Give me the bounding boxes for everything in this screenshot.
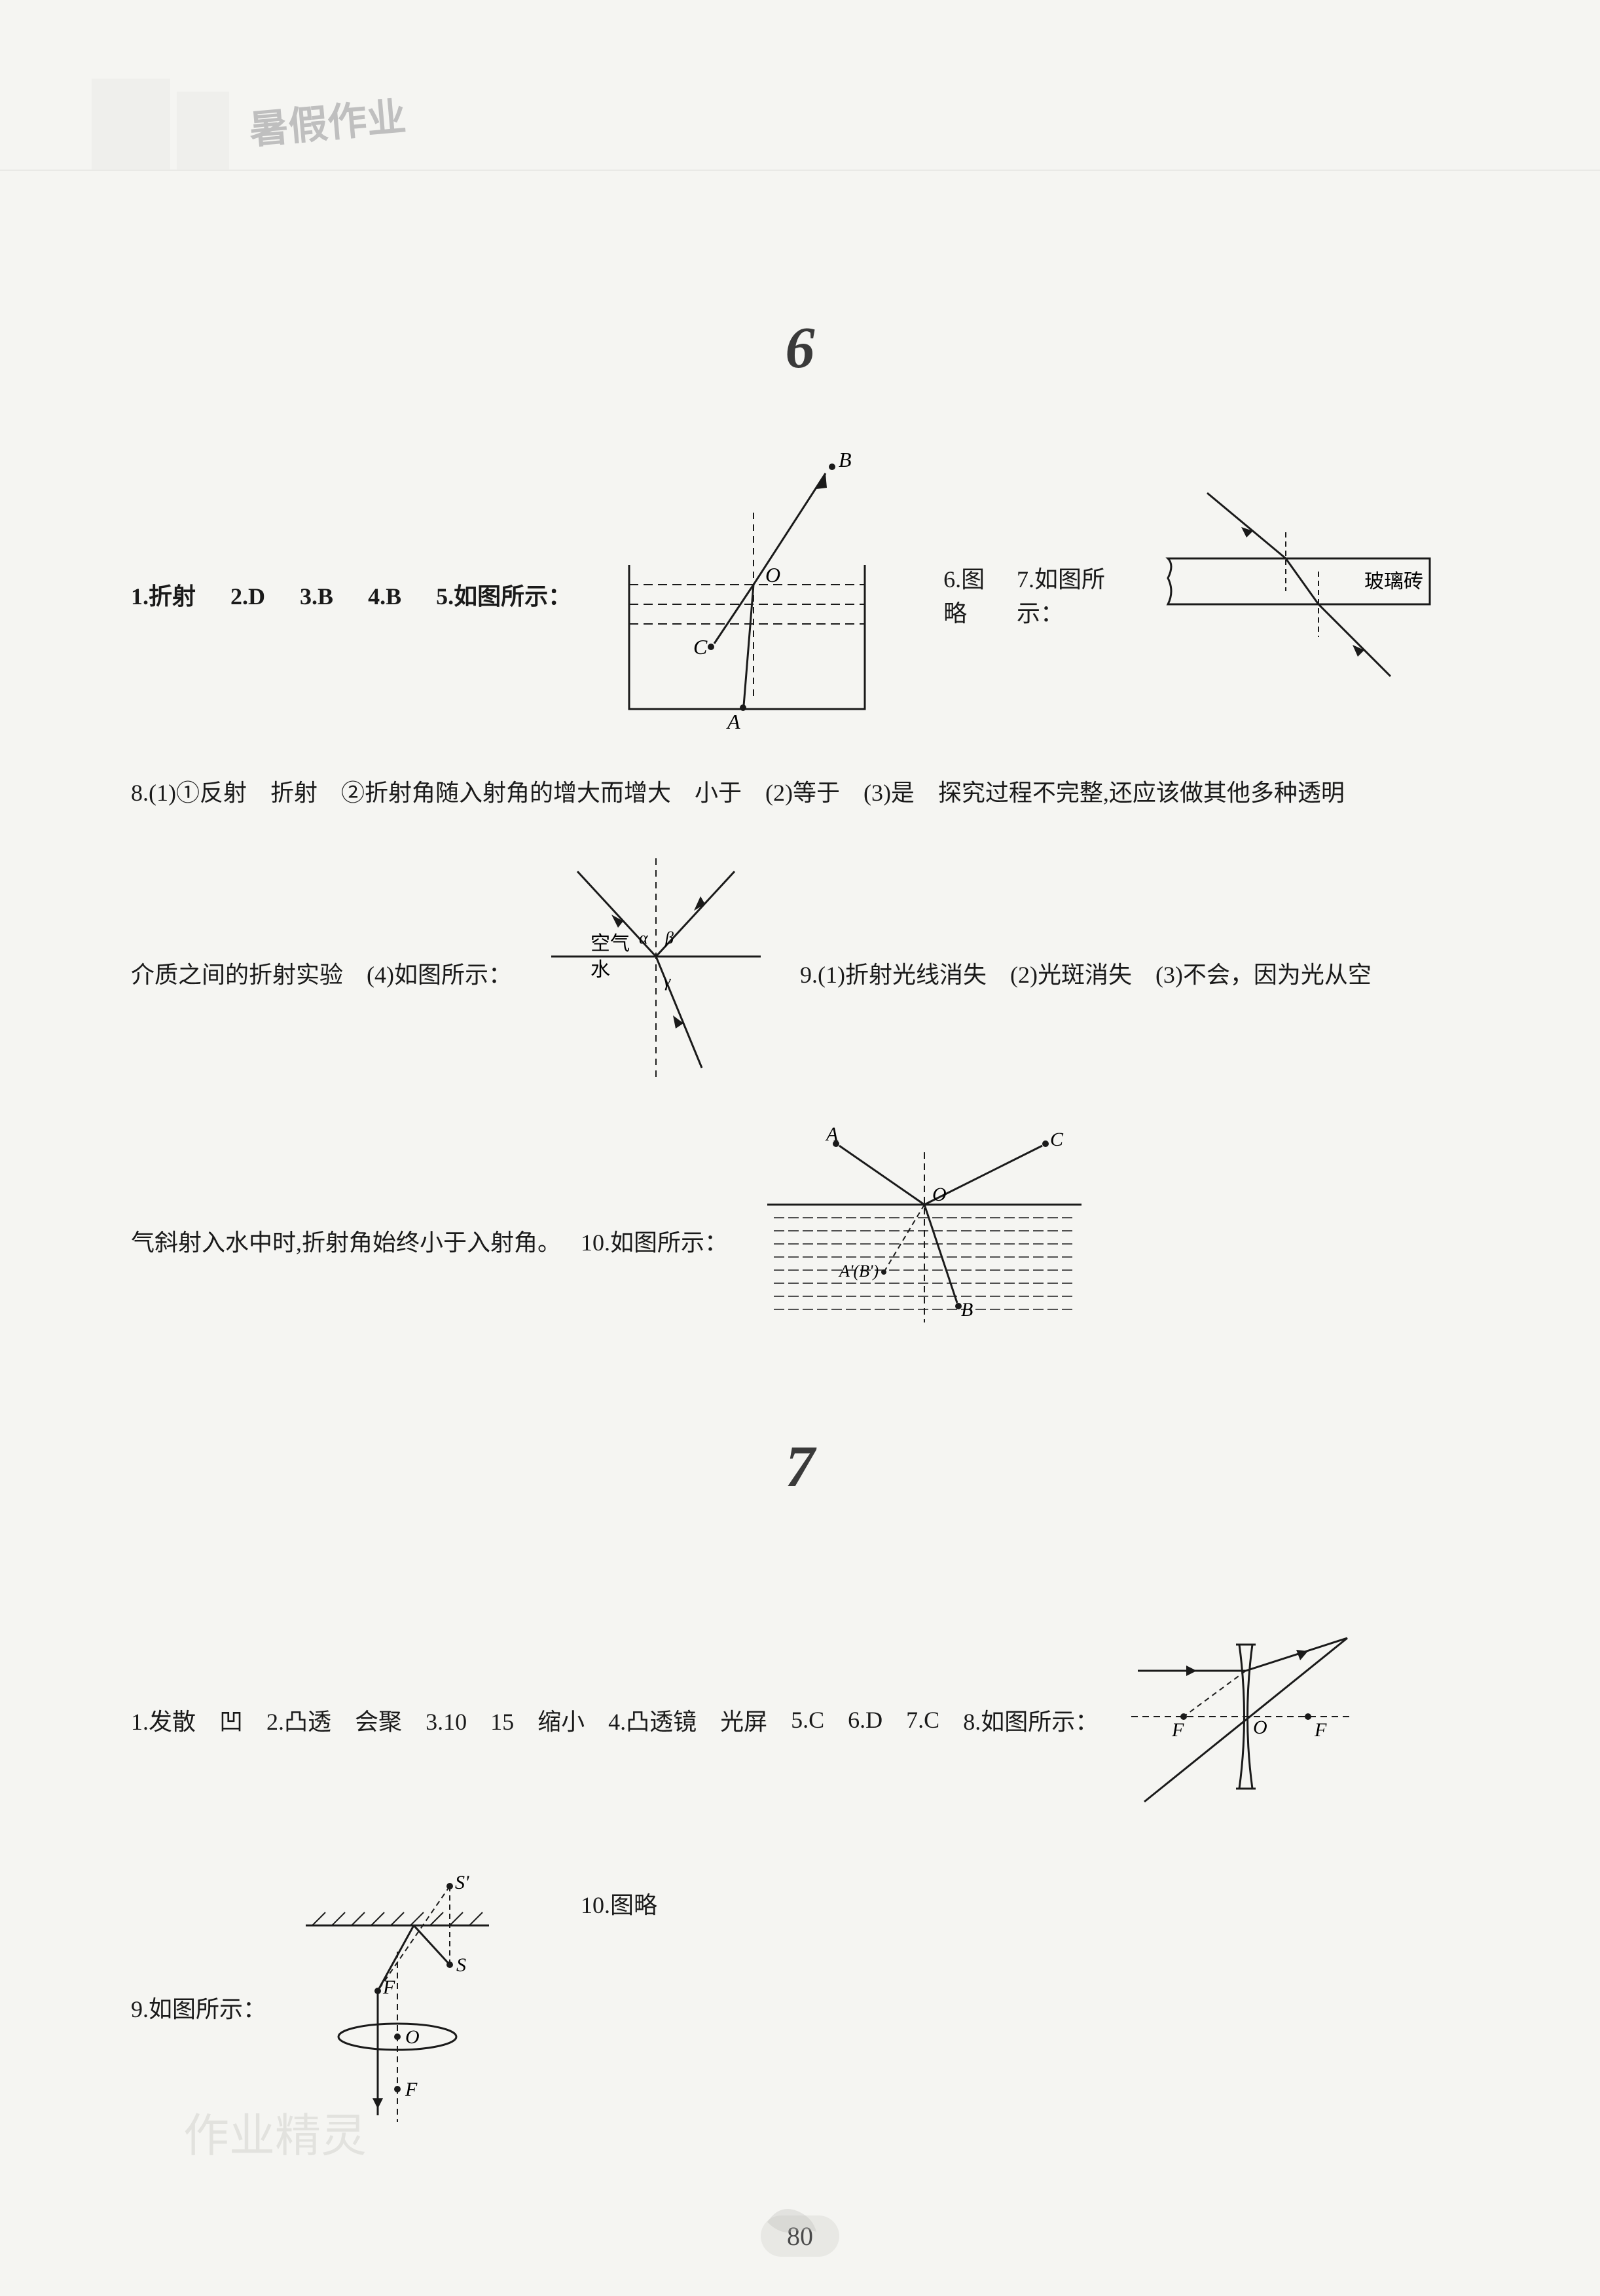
label-A: A [726,710,740,733]
label-A: A [825,1126,839,1145]
section-number-7: 7 [131,1433,1469,1501]
s6-diagram5-svg: B O C A [603,447,891,735]
s7-a10: 10.图略 [581,1886,657,1920]
label-water: 水 [591,959,610,981]
label-O: O [765,563,780,587]
label-C: C [1050,1129,1064,1150]
s6-a4: 4.B [368,583,401,610]
s7-diagram8-svg: F F O [1125,1605,1360,1828]
s7-a8-prefix: 8.如图所示： [963,1703,1099,1737]
glass-label: 玻璃砖 [1364,571,1423,592]
s6-a1: 1.折射 [131,583,196,610]
s6-a7-prefix: 7.如图所示： [1017,560,1129,629]
label-B: B [839,448,852,471]
s7-a2: 2.凸透 会聚 [266,1703,402,1737]
label-C: C [693,635,708,659]
s7-a6: 6.D [848,1706,882,1734]
label-F2: F [1314,1719,1327,1741]
watermark-bottom: 作业精灵 [183,2099,367,2165]
s6-diagram10: A C O B A'(B') [754,1126,1095,1355]
label-S: S [456,1954,466,1976]
s6-answers-1to5: 1.折射 2.D 3.B 4.B 5.如图所示： [131,577,577,611]
label-O: O [932,1184,947,1205]
s6-a6: 6.图略 [943,560,997,629]
s6-a10-prefix: 10.如图所示： [581,1224,728,1258]
s6-diagram7-svg: 玻璃砖 [1155,480,1443,702]
s6-diagram7: 玻璃砖 [1155,480,1443,708]
s6-a2: 2.D [230,583,265,610]
label-beta: β [664,928,674,947]
section6-row3: 气斜射入水中时,折射角始终小于入射角。 10.如图所示： [131,1126,1469,1355]
s6-a9-text: 9.(1)折射光线消失 (2)光斑消失 (3)不会，因为光从空 [800,956,1372,990]
s6-a8-line: 8.(1)①反射 折射 ②折射角随入射角的增大而增大 小于 (2)等于 (3)是… [131,767,1469,819]
dolphin-icon [754,2196,833,2248]
s7-a9-prefix: 9.如图所示： [131,1990,266,2024]
s6-a8-text: 8.(1)①反射 折射 ②折射角随入射角的增大而增大 小于 (2)等于 (3)是… [131,780,1345,806]
s7-diagram9-svg: S S' F F O [280,1873,515,2135]
label-ABp: A'(B') [838,1262,879,1281]
s6-diagram8-svg: 空气 水 α β γ [538,845,774,1094]
s6-a9-cont: 气斜射入水中时,折射角始终小于入射角。 [131,1224,561,1258]
label-Sp: S' [455,1873,469,1893]
page-number: 80 [761,2215,839,2257]
label-O: O [405,2026,420,2048]
s7-a1: 1.发散 凹 [131,1703,243,1737]
label-F1: F [1171,1719,1184,1741]
s6-diagram10-svg: A C O B A'(B') [754,1126,1095,1349]
section7-row1: 1.发散 凹 2.凸透 会聚 3.10 15 缩小 4.凸透镜 光屏 5.C 6… [131,1605,1469,1834]
label-air: 空气 [591,933,630,955]
label-F1: F [382,1977,395,1998]
s6-a8-cont-prefix: 介质之间的折射实验 (4)如图所示： [131,956,512,990]
s7-a7: 7.C [906,1706,939,1734]
page-content: 6 1.折射 2.D 3.B 4.B 5.如图所示： [131,79,1469,2217]
section6-row2: 介质之间的折射实验 (4)如图所示： 空气 水 α β γ [131,845,1469,1100]
section6-row1: 1.折射 2.D 3.B 4.B 5.如图所示： [131,447,1469,741]
label-O: O [1253,1717,1267,1738]
s7-a5: 5.C [791,1706,824,1734]
s6-diagram8: 空气 水 α β γ [538,845,774,1100]
label-alpha: α [639,928,649,947]
label-F2: F [405,2079,418,2100]
s7-a4: 4.凸透镜 光屏 [608,1703,767,1737]
s6-a5-prefix: 5.如图所示： [436,583,572,610]
s7-diagram8: F F O [1125,1605,1360,1834]
section-number-6: 6 [131,314,1469,382]
s6-a3: 3.B [300,583,333,610]
label-Bbot: B [961,1299,973,1321]
label-gamma: γ [664,972,671,991]
s6-diagram5: B O C A [603,447,891,741]
s7-a3: 3.10 15 缩小 [426,1703,585,1737]
